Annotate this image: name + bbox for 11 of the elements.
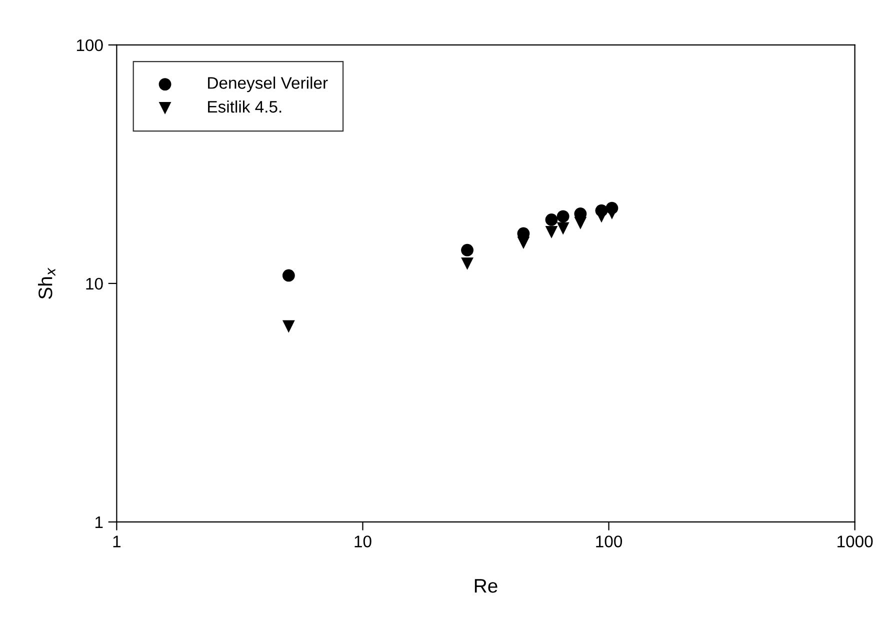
y-tick-label: 10	[86, 278, 103, 290]
x-tick-label: 10	[354, 536, 372, 548]
y-tick-label: 1	[95, 516, 103, 528]
x-tick-label: 100	[596, 536, 622, 548]
y-tick-label: 100	[76, 39, 103, 52]
x-tick-label: 1000	[838, 536, 873, 548]
y-axis-title: Sh$_{x}$	[38, 268, 56, 299]
x-tick-label: 1	[113, 536, 121, 548]
legend-label: Deneysel Veriler	[208, 76, 328, 92]
x-axis-title: Re	[474, 579, 498, 593]
legend-label: Esitlik 4.5.	[208, 100, 282, 113]
